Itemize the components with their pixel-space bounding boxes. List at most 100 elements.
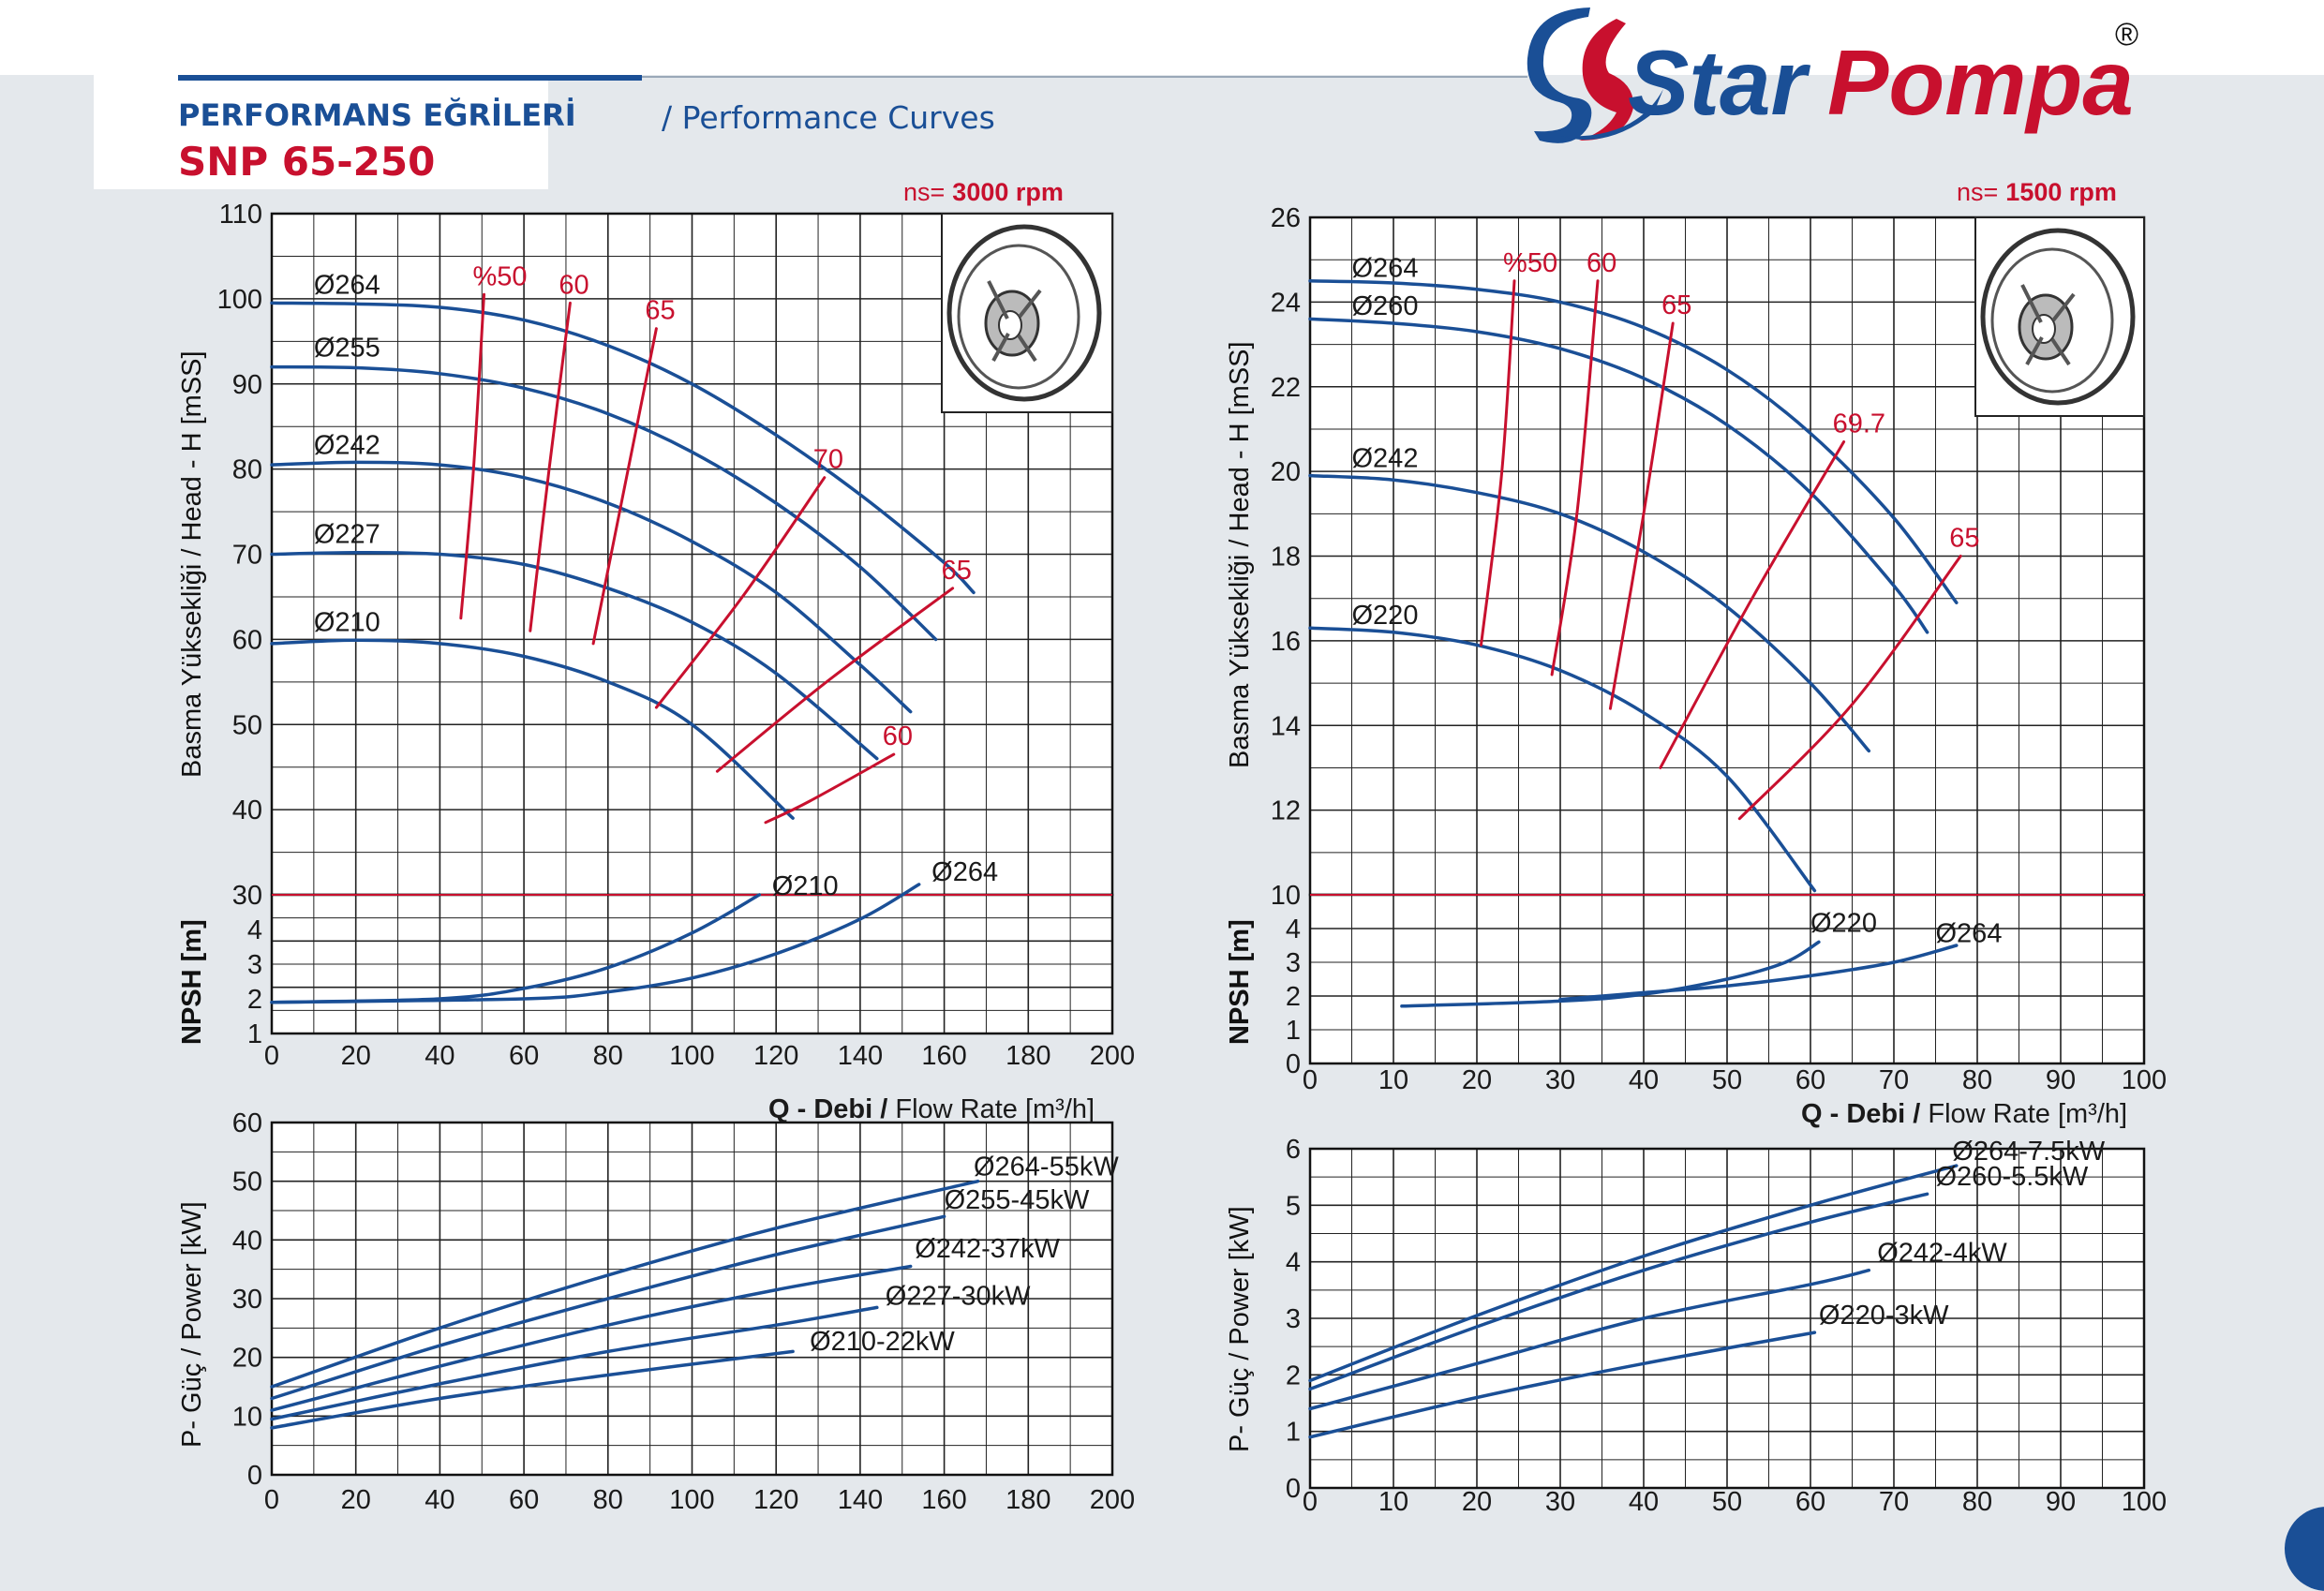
x-tick-label: 0 bbox=[264, 1041, 279, 1071]
x-tick-label: 60 bbox=[509, 1041, 539, 1071]
x-tick-label: 100 bbox=[2122, 1487, 2167, 1517]
x-tick-label: 180 bbox=[1006, 1041, 1050, 1071]
efficiency-line-65-4 bbox=[715, 587, 955, 773]
rpm-prefix-1500: ns= bbox=[1957, 178, 1998, 206]
x-tick-label: 30 bbox=[1545, 1487, 1575, 1517]
x-tick-label: 90 bbox=[2046, 1065, 2076, 1095]
x-tick-label: 100 bbox=[2122, 1065, 2167, 1095]
series-label-d264: Ø264 bbox=[1352, 253, 1419, 283]
series-line-d210-22kw bbox=[270, 1349, 795, 1430]
flow-x-label-3000: Q - Debi / Flow Rate [m³/h] bbox=[768, 1094, 1095, 1124]
efficiency-line-69-7-3 bbox=[1659, 440, 1846, 769]
x-tick-label: 60 bbox=[1795, 1487, 1825, 1517]
grid-lines bbox=[1310, 1149, 2144, 1488]
y-tick-label: 1 bbox=[247, 1019, 262, 1049]
rpm-label-1500: ns= 1500 rpm bbox=[1957, 178, 2117, 206]
x-tick-label: 90 bbox=[2046, 1487, 2076, 1517]
y-tick-label: 1 bbox=[1286, 1418, 1301, 1448]
series-label-d242-37kw: Ø242-37kW bbox=[915, 1234, 1060, 1264]
y-tick-label: 4 bbox=[1286, 1248, 1301, 1278]
x-tick-label: 120 bbox=[753, 1041, 798, 1071]
series-line-d255-45kw bbox=[270, 1214, 946, 1401]
series-label-d264-7-5kw: Ø264-7.5kW bbox=[1952, 1137, 2105, 1167]
flow-x-label-bold-3000: Q - Debi / bbox=[768, 1094, 887, 1124]
y-tick-label: 4 bbox=[1286, 914, 1301, 944]
efficiency-label-65-2: 65 bbox=[645, 296, 675, 326]
flow-x-label-rest-1500: Flow Rate [m³/h] bbox=[1920, 1099, 2127, 1129]
x-tick-label: 100 bbox=[669, 1041, 714, 1071]
y-tick-label: 110 bbox=[219, 200, 262, 230]
title-rule-accent bbox=[178, 75, 642, 81]
head-y-label-1500: Basma Yüksekliği / Head - H [mSS] bbox=[1225, 341, 1255, 768]
efficiency-line-70-3 bbox=[654, 476, 827, 709]
x-tick-label: 120 bbox=[753, 1485, 798, 1515]
efficiency-line-65-4 bbox=[1737, 555, 1962, 821]
series-line-d220-3kw bbox=[1308, 1331, 1817, 1439]
power-y-label-3000: P- Güç / Power [kW] bbox=[177, 1201, 207, 1448]
y-tick-label: 6 bbox=[1286, 1135, 1301, 1165]
efficiency-label-pct50-0: %50 bbox=[1503, 248, 1557, 278]
logo-s-mark bbox=[1527, 7, 1663, 143]
y-tick-label: 12 bbox=[1271, 796, 1301, 826]
y-tick-label: 0 bbox=[247, 1461, 262, 1491]
rpm-value-1500: 1500 rpm bbox=[2005, 178, 2117, 206]
rpm-label-3000: ns= 3000 rpm bbox=[903, 178, 1064, 206]
x-tick-label: 20 bbox=[341, 1485, 371, 1515]
series-label-d260-5-5kw: Ø260-5.5kW bbox=[1936, 1162, 2089, 1192]
y-tick-label: 70 bbox=[232, 541, 262, 571]
registered-mark: ® bbox=[2115, 17, 2138, 52]
y-tick-label: 60 bbox=[232, 1108, 262, 1138]
efficiency-line-60-1 bbox=[1550, 279, 1600, 677]
y-tick-label: 2 bbox=[1286, 1361, 1301, 1390]
rpm-value-3000: 3000 rpm bbox=[952, 178, 1064, 206]
logo-star-text: Star bbox=[1628, 31, 1811, 134]
y-tick-label: 16 bbox=[1271, 627, 1301, 657]
impeller-image-1500rpm bbox=[1974, 216, 2145, 417]
flow-x-label-rest-3000: Flow Rate [m³/h] bbox=[887, 1094, 1095, 1124]
y-tick-label: 18 bbox=[1271, 543, 1301, 572]
x-tick-label: 40 bbox=[425, 1485, 454, 1515]
series-label-d264-55kw: Ø264-55kW bbox=[974, 1152, 1119, 1182]
x-tick-label: 60 bbox=[509, 1485, 539, 1515]
x-tick-label: 20 bbox=[341, 1041, 371, 1071]
y-tick-label: 3 bbox=[1286, 1304, 1301, 1334]
efficiency-label-65-4: 65 bbox=[942, 556, 972, 586]
series-line-d220 bbox=[1308, 626, 1817, 893]
x-tick-label: 80 bbox=[1962, 1065, 1992, 1095]
x-tick-label: 0 bbox=[1303, 1065, 1318, 1095]
efficiency-label-65-4: 65 bbox=[1949, 524, 1979, 554]
series-label-d210: Ø210 bbox=[772, 871, 839, 901]
series-label-d220: Ø220 bbox=[1352, 601, 1419, 631]
series-line-d264-55kw bbox=[270, 1179, 980, 1389]
power-y-label-1500: P- Güç / Power [kW] bbox=[1225, 1206, 1255, 1452]
y-tick-label: 0 bbox=[1286, 1474, 1301, 1504]
series-line-d210 bbox=[270, 638, 795, 820]
plot-border bbox=[270, 1121, 1114, 1477]
x-tick-label: 0 bbox=[264, 1485, 279, 1515]
flow-x-label-bold-1500: Q - Debi / bbox=[1801, 1099, 1920, 1129]
x-tick-label: 160 bbox=[921, 1485, 966, 1515]
y-tick-label: 1 bbox=[1286, 1016, 1301, 1046]
npsh-y-label-1500: NPSH [m] bbox=[1225, 919, 1255, 1045]
model-name: SNP 65-250 bbox=[178, 139, 436, 185]
x-tick-label: 160 bbox=[921, 1041, 966, 1071]
series-line-d264 bbox=[1558, 944, 1959, 1002]
series-line-d227-30kw bbox=[270, 1305, 879, 1421]
y-tick-label: 26 bbox=[1271, 203, 1301, 233]
y-tick-label: 0 bbox=[1286, 1049, 1301, 1079]
series-label-d220: Ø220 bbox=[1810, 909, 1877, 939]
series-label-d264: Ø264 bbox=[931, 857, 998, 887]
x-tick-label: 10 bbox=[1378, 1487, 1408, 1517]
y-tick-label: 40 bbox=[232, 796, 262, 825]
y-tick-label: 50 bbox=[232, 710, 262, 740]
series-line-d242 bbox=[1308, 473, 1871, 753]
y-tick-label: 10 bbox=[1271, 881, 1301, 911]
x-tick-label: 80 bbox=[593, 1041, 623, 1071]
efficiency-label-60-1: 60 bbox=[559, 270, 588, 300]
series-line-d260 bbox=[1308, 317, 1929, 634]
x-tick-label: 50 bbox=[1712, 1487, 1742, 1517]
